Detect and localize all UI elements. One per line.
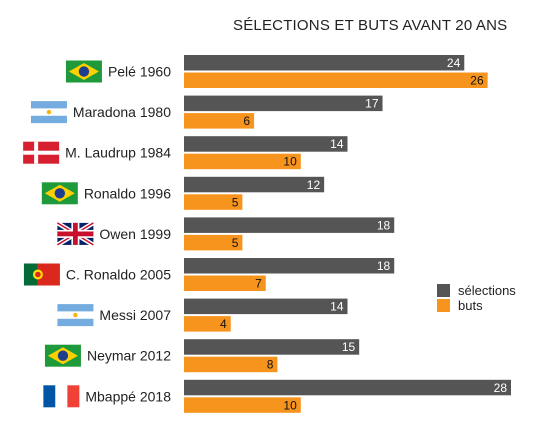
brazil-flag-icon xyxy=(44,344,81,367)
bar-buts xyxy=(184,234,243,251)
legend-label: buts xyxy=(458,298,483,313)
bar-selections xyxy=(184,379,511,396)
bar-value-label: 5 xyxy=(232,236,239,250)
bar-value-label: 28 xyxy=(494,381,508,395)
category-label: Ronaldo 1996 xyxy=(84,185,171,201)
bar-value-label: 8 xyxy=(267,358,274,372)
bar-buts xyxy=(184,113,255,129)
category-label: M. Laudrup 1984 xyxy=(65,145,171,161)
chart-row: Mbappé 2018 28 10 xyxy=(43,379,511,413)
bar-value-label: 18 xyxy=(377,259,391,273)
category-label: Owen 1999 xyxy=(99,226,171,242)
bar-value-label: 18 xyxy=(377,218,391,232)
chart-row: Owen 1999 18 5 xyxy=(56,217,395,251)
bar-selections xyxy=(184,217,395,233)
legend-swatch xyxy=(437,284,450,297)
bar-value-label: 4 xyxy=(220,317,227,331)
bar-selections xyxy=(184,339,360,355)
bar-buts xyxy=(184,316,231,332)
bar-buts xyxy=(184,275,266,291)
chart-row: Maradona 1980 17 6 xyxy=(30,95,383,129)
bar-value-label: 26 xyxy=(470,74,484,88)
bar-buts xyxy=(184,356,278,373)
bar-value-label: 7 xyxy=(255,277,262,291)
legend-label: sélections xyxy=(458,283,516,298)
argentina-flag-icon xyxy=(57,304,94,327)
category-label: Maradona 1980 xyxy=(73,104,171,120)
chart-rows: Pelé 1960 24 26 Maradona 1980 17 6 M. Laudrup … xyxy=(23,55,511,413)
chart-row: Messi 2007 14 4 xyxy=(57,298,348,332)
bar-value-label: 5 xyxy=(232,195,239,209)
bar-value-label: 14 xyxy=(330,137,344,151)
category-label: Messi 2007 xyxy=(99,307,171,323)
bar-selections xyxy=(184,95,383,112)
bar-value-label: 15 xyxy=(342,340,356,354)
bar-value-label: 10 xyxy=(283,398,297,412)
bar-selections xyxy=(184,176,325,193)
category-label: Mbappé 2018 xyxy=(85,388,171,404)
bar-buts xyxy=(184,194,243,210)
bar-selections xyxy=(184,298,348,315)
bar-buts xyxy=(184,153,301,170)
bar-value-label: 14 xyxy=(330,300,344,314)
bar-buts xyxy=(184,72,488,88)
chart-row: Ronaldo 1996 12 5 xyxy=(41,176,325,210)
united-kingdom-flag-icon xyxy=(56,220,95,247)
bar-value-label: 10 xyxy=(283,155,297,169)
portugal-flag-icon xyxy=(23,263,60,286)
bar-value-label: 6 xyxy=(243,114,250,128)
brazil-flag-icon xyxy=(65,60,102,83)
chart-row: Neymar 2012 15 8 xyxy=(44,339,360,373)
category-label: C. Ronaldo 2005 xyxy=(66,267,171,283)
bar-value-label: 12 xyxy=(307,178,321,192)
category-label: Pelé 1960 xyxy=(108,64,171,80)
chart-row: Pelé 1960 24 26 xyxy=(65,55,488,88)
bar-buts xyxy=(184,397,301,413)
chart-title: SÉLECTIONS ET BUTS AVANT 20 ANS xyxy=(233,17,507,34)
chart-row: C. Ronaldo 2005 18 7 xyxy=(23,258,395,291)
argentina-flag-icon xyxy=(30,101,67,124)
category-label: Neymar 2012 xyxy=(87,348,171,364)
chart-row: M. Laudrup 1984 14 10 xyxy=(23,136,348,170)
bar-selections xyxy=(184,55,465,71)
bar-selections xyxy=(184,258,395,274)
bar-value-label: 17 xyxy=(365,97,379,111)
brazil-flag-icon xyxy=(41,182,78,205)
legend-swatch xyxy=(437,299,450,312)
bar-selections xyxy=(184,136,348,152)
bar-value-label: 24 xyxy=(447,56,461,70)
denmark-flag-icon xyxy=(23,141,60,164)
france-flag-icon xyxy=(43,385,80,408)
